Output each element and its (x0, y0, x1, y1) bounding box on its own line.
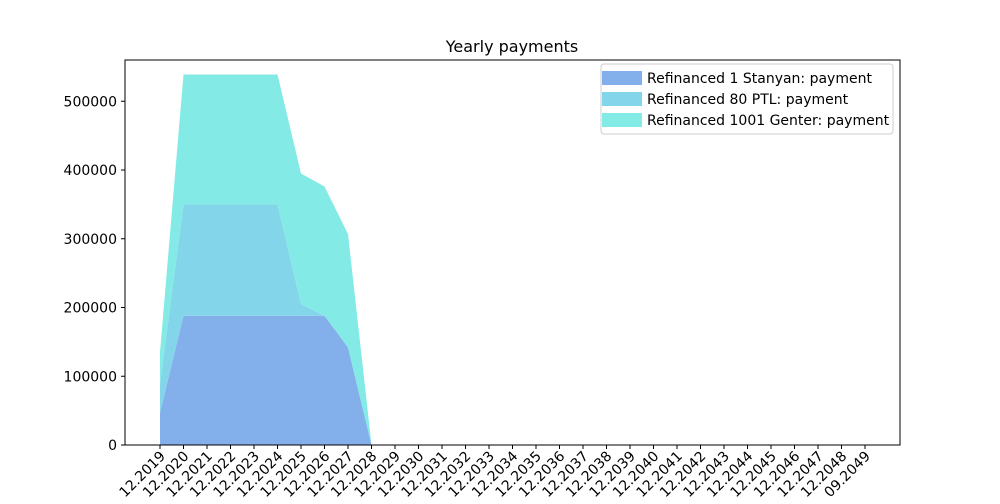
x-axis: 12.201912.202012.202112.202212.202312.20… (117, 445, 874, 501)
y-tick-label: 300000 (64, 232, 117, 248)
series-area-1 (160, 315, 865, 445)
y-axis: 0 100000 200000 300000 400000 500000 (64, 94, 125, 454)
legend-swatch (602, 71, 642, 85)
legend-box (600, 63, 894, 135)
y-tick-label: 500000 (64, 94, 117, 110)
y-tick-label: 100000 (64, 369, 117, 385)
legend-label: Refinanced 1001 Genter: payment (647, 113, 890, 129)
legend-label: Refinanced 1 Stanyan: payment (647, 71, 872, 87)
y-tick-label: 200000 (64, 301, 117, 317)
series-area-2 (160, 204, 865, 445)
area-layer (160, 74, 865, 445)
legend-swatch (602, 92, 642, 106)
y-tick-label: 400000 (64, 163, 117, 179)
legend-label: Refinanced 80 PTL: payment (647, 92, 849, 108)
y-tick-label: 0 (108, 438, 117, 454)
legend: Refinanced 1 Stanyan: payment Refinanced … (600, 63, 894, 135)
series-area-3 (160, 74, 865, 445)
chart-title: Yearly payments (445, 37, 578, 56)
legend-swatch (602, 113, 642, 127)
